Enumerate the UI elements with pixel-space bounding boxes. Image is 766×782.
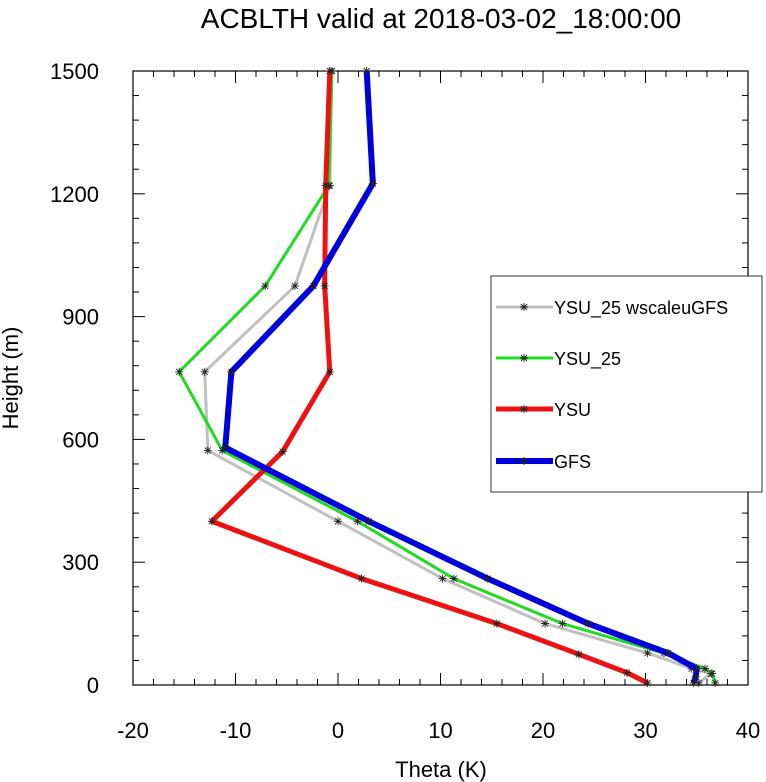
series-group	[221, 67, 701, 687]
series-point-marker	[541, 619, 550, 628]
y-tick-label: 300	[62, 550, 99, 575]
series-point-marker	[203, 446, 212, 455]
chart-title: ACBLTH valid at 2018-03-02_18:00:00	[201, 3, 681, 34]
series-point-marker	[449, 574, 458, 583]
legend-marker	[520, 405, 528, 413]
series-point-marker	[261, 281, 270, 290]
x-tick-label: 10	[428, 718, 452, 743]
series-point-marker	[584, 619, 593, 628]
series-point-marker	[438, 574, 447, 583]
series-point-marker	[558, 619, 567, 628]
x-tick-labels: -20 -10 0 10 20 30 40	[117, 718, 760, 743]
legend-box	[490, 275, 763, 493]
series-point-marker	[664, 649, 673, 658]
x-tick-label: 30	[633, 718, 657, 743]
legend-label: YSU_25 wscaleuGFS	[554, 298, 728, 319]
series-point-marker	[691, 672, 700, 681]
x-tick-label: -10	[220, 718, 252, 743]
y-tick-label: 1200	[50, 182, 99, 207]
series-point-marker	[321, 181, 330, 190]
series-point-marker	[309, 281, 318, 290]
legend-marker	[520, 457, 528, 465]
series-point-marker	[692, 664, 701, 673]
x-tick-label: 0	[332, 718, 344, 743]
legend: YSU_25 wscaleuGFS YSU_25 YSU GFS	[490, 275, 763, 493]
y-tick-label: 900	[62, 305, 99, 330]
series-point-marker	[357, 574, 366, 583]
series-point-marker	[694, 678, 703, 687]
legend-label: GFS	[554, 452, 591, 472]
series-point-marker	[711, 678, 720, 687]
series-group	[207, 67, 652, 687]
series-point-marker	[364, 517, 373, 526]
legend-label: YSU	[554, 400, 591, 420]
series-point-marker	[689, 678, 698, 687]
series-point-marker	[574, 650, 583, 659]
series-point-marker	[708, 669, 717, 678]
series-point-marker	[175, 367, 184, 376]
series-point-marker	[227, 367, 236, 376]
series-point-marker	[483, 574, 492, 583]
series-point-marker	[368, 179, 377, 188]
legend-marker	[520, 303, 528, 311]
series-point-marker	[320, 281, 329, 290]
series-point-marker	[207, 517, 216, 526]
legend-label: YSU_25	[554, 349, 621, 370]
series-point-marker	[623, 668, 632, 677]
series-point-marker	[492, 619, 501, 628]
series-point-marker	[362, 67, 371, 75]
series-point-marker	[325, 367, 334, 376]
y-tick-label: 0	[87, 673, 99, 698]
series-point-marker	[290, 281, 299, 290]
series-point-marker	[353, 517, 362, 526]
series-point-marker	[643, 678, 652, 687]
series-point-marker	[221, 443, 230, 452]
series-point-marker	[325, 67, 334, 75]
series-layer	[175, 67, 720, 687]
y-tick-label: 1500	[50, 59, 99, 84]
y-axis-label: Height (m)	[0, 327, 23, 430]
legend-marker	[520, 354, 528, 362]
series-point-marker	[278, 447, 287, 456]
series-point-marker	[200, 367, 209, 376]
x-axis-label: Theta (K)	[395, 757, 487, 782]
x-tick-label: -20	[117, 718, 149, 743]
x-tick-label: 20	[531, 718, 555, 743]
series-point-marker	[334, 517, 342, 526]
y-tick-labels: 0 300 600 900 1200 1500	[50, 59, 99, 698]
series-point-marker	[700, 664, 709, 673]
x-tick-label: 40	[736, 718, 760, 743]
series-point-marker	[643, 649, 652, 658]
y-tick-label: 600	[62, 427, 99, 452]
